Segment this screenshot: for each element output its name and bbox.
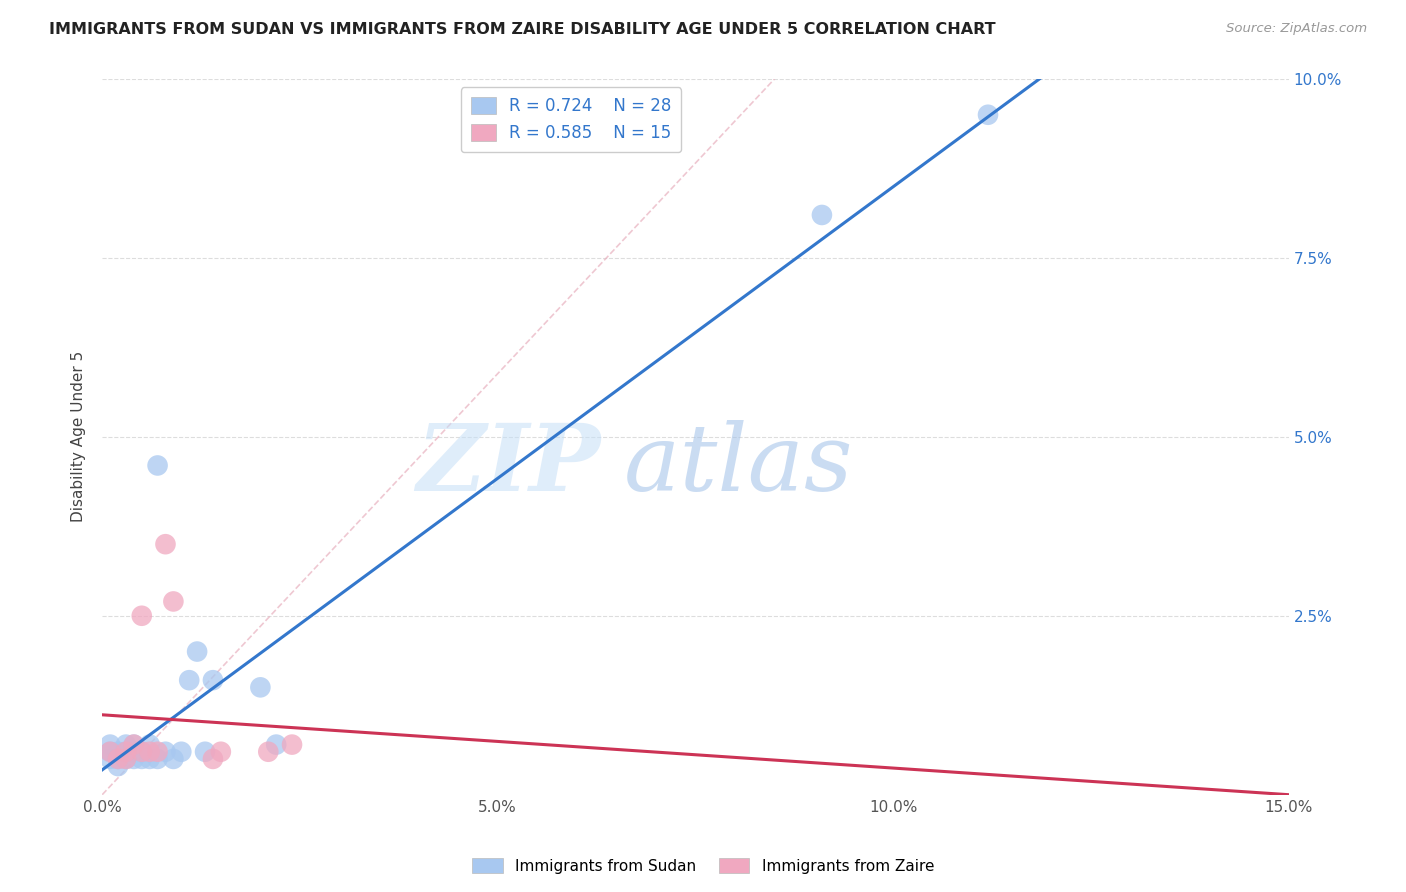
Point [107, 759, 129, 773]
Point [201, 752, 224, 766]
Point [122, 738, 145, 752]
Point [209, 745, 232, 759]
Point [115, 745, 138, 759]
Legend: Immigrants from Sudan, Immigrants from Zaire: Immigrants from Sudan, Immigrants from Z… [465, 852, 941, 880]
Point [194, 745, 217, 759]
Point [107, 752, 129, 766]
Point [98, 752, 121, 766]
Point [146, 745, 169, 759]
Legend: R = 0.724    N = 28, R = 0.585    N = 15: R = 0.724 N = 28, R = 0.585 N = 15 [461, 87, 682, 152]
Point [162, 594, 184, 608]
Point [98, 745, 121, 759]
Point [186, 644, 208, 658]
Point [131, 752, 153, 766]
Point [122, 738, 145, 752]
Point [155, 745, 177, 759]
Point [162, 752, 184, 766]
Point [115, 752, 138, 766]
Point [179, 673, 201, 688]
Point [264, 738, 287, 752]
Point [131, 608, 153, 623]
Point [138, 745, 160, 759]
Point [201, 673, 224, 688]
Point [281, 738, 304, 752]
Point [122, 752, 145, 766]
Point [138, 752, 160, 766]
Text: IMMIGRANTS FROM SUDAN VS IMMIGRANTS FROM ZAIRE DISABILITY AGE UNDER 5 CORRELATIO: IMMIGRANTS FROM SUDAN VS IMMIGRANTS FROM… [49, 22, 995, 37]
Point [155, 537, 177, 551]
Point [115, 752, 138, 766]
Point [115, 738, 138, 752]
Point [131, 745, 153, 759]
Point [98, 745, 121, 759]
Point [138, 738, 160, 752]
Point [115, 745, 138, 759]
Point [131, 745, 153, 759]
Point [107, 752, 129, 766]
Point [170, 745, 193, 759]
Point [811, 208, 834, 222]
Text: Source: ZipAtlas.com: Source: ZipAtlas.com [1226, 22, 1367, 36]
Point [107, 745, 129, 759]
Point [249, 681, 271, 695]
Text: ZIP: ZIP [416, 420, 600, 510]
Point [98, 738, 121, 752]
Point [146, 752, 169, 766]
Point [257, 745, 280, 759]
Text: atlas: atlas [624, 420, 853, 510]
Point [146, 458, 169, 473]
Y-axis label: Disability Age Under 5: Disability Age Under 5 [72, 351, 86, 523]
Point [977, 108, 1000, 122]
